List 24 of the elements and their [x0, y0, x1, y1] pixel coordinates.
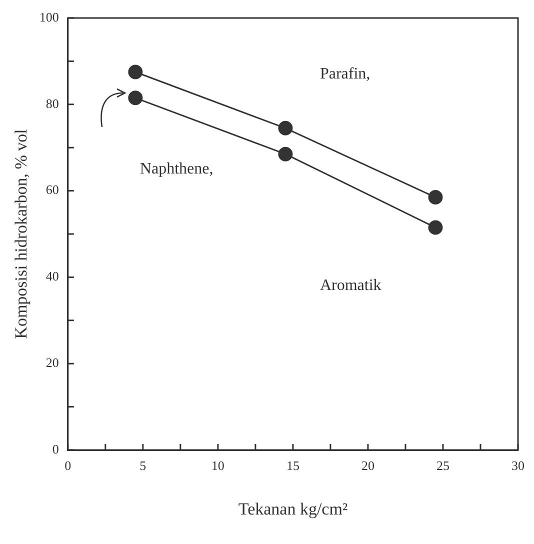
point	[128, 90, 143, 106]
y-tick-label: 40	[46, 268, 59, 284]
annotation: Aromatik	[320, 277, 382, 294]
annotation: Naphthene,	[140, 160, 214, 178]
y-tick-label: 80	[46, 96, 59, 111]
x-tick-label: 10	[211, 458, 224, 474]
y-axis-title: Komposisi hidrokarbon, % vol	[12, 128, 31, 339]
x-tick-label: 30	[512, 458, 524, 474]
x-tick-label: 20	[361, 458, 374, 474]
point	[278, 120, 293, 136]
point	[428, 190, 443, 205]
x-axis-title: Tekanan kg/cm²	[238, 499, 348, 518]
y-tick-label: 60	[46, 182, 59, 198]
y-tick-label: 0	[52, 441, 59, 456]
y-tick-label: 100	[39, 9, 59, 24]
x-tick-label: 25	[436, 458, 450, 474]
annotation: Parafin,	[320, 65, 370, 82]
y-tick-label: 20	[46, 355, 59, 370]
point	[128, 64, 143, 80]
point	[428, 220, 443, 235]
point	[278, 146, 293, 162]
x-tick-label: 0	[64, 458, 72, 474]
x-tick-label: 15	[286, 458, 300, 474]
x-tick-label: 5	[140, 458, 146, 474]
